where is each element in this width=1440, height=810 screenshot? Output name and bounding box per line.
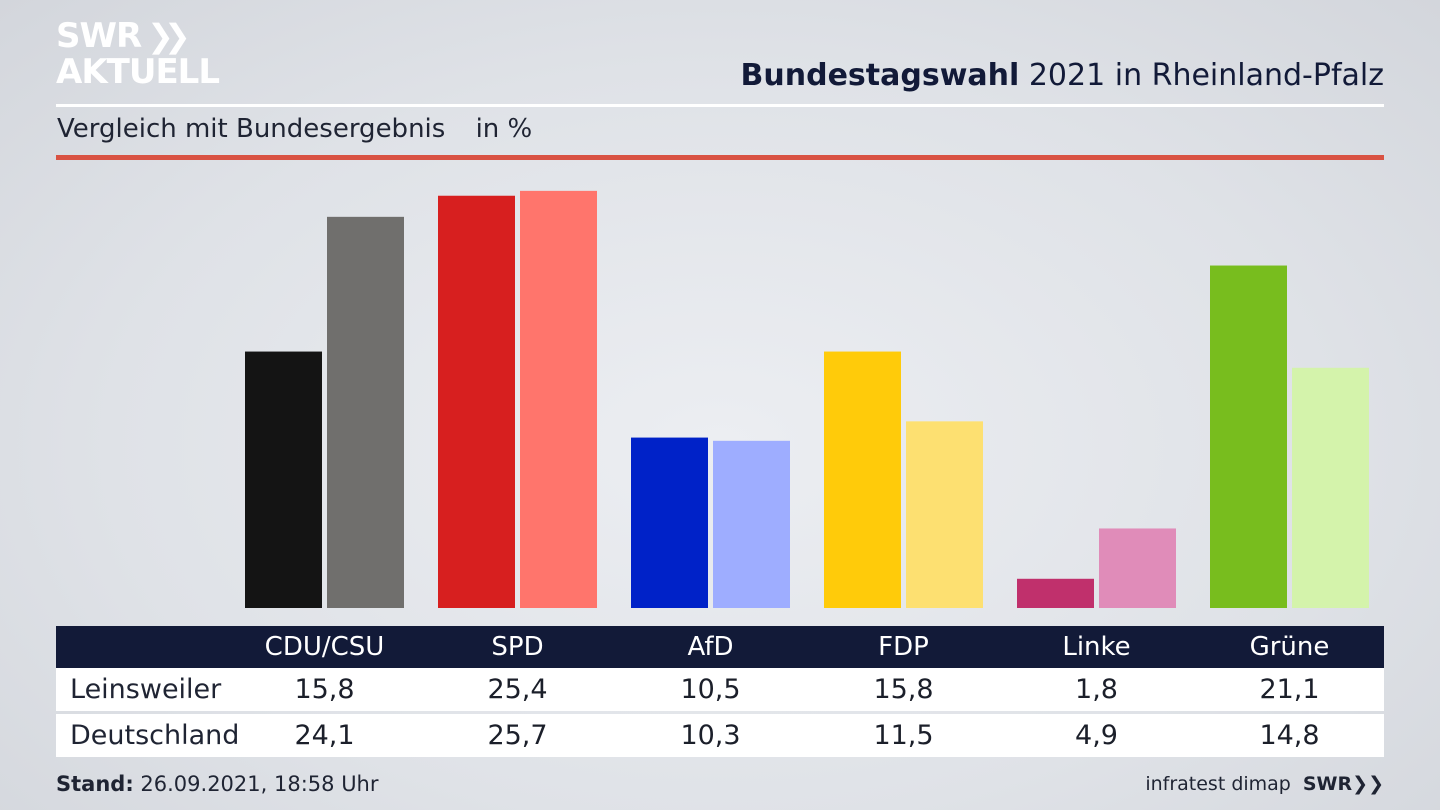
bar-afd-leinsweiler [631,437,708,608]
chart-title: Bundestagswahl 2021 in Rheinland-Pfalz [741,58,1384,93]
bar-gr-ne-leinsweiler [1210,265,1287,608]
value-label: 11,5 [873,720,934,751]
value-label: 4,9 [1075,720,1118,751]
double-chevron-icon: ❯❯ [1352,773,1384,795]
bar-cdu-csu-leinsweiler [245,351,322,608]
value-label: 10,5 [680,674,741,705]
bar-gr-ne-deutschland [1292,367,1369,608]
chart-title-bold: Bundestagswahl [740,58,1020,93]
value-label: 21,1 [1259,674,1320,705]
category-label: Grüne [1249,632,1330,662]
row-label: Deutschland [70,720,240,751]
source-credit: infratest dimap SWR❯❯ [1145,773,1384,795]
value-label: 24,1 [294,720,355,751]
aktuell-logo-text: AKTUELL [56,52,220,92]
bar-fdp-leinsweiler [824,351,901,608]
swr-logo-text: SWR [56,16,142,56]
bar-afd-deutschland [713,440,790,608]
chart-subtitle: Vergleich mit Bundesergebnis in % [57,114,532,144]
bar-cdu-csu-deutschland [327,216,404,609]
bar-spd-deutschland [520,190,597,608]
swr-aktuell-logo: SWR ❯❯ AKTUELL [56,16,220,92]
accent-divider [56,155,1384,160]
row-label: Leinsweiler [70,674,222,705]
bar-linke-deutschland [1099,528,1176,608]
bar-spd-leinsweiler [438,195,515,608]
value-label: 15,8 [294,674,355,705]
value-label: 1,8 [1075,674,1118,705]
bar-fdp-deutschland [906,421,983,608]
results-table: CDU/CSU SPD AfD FDP Linke Grüne Leinsweiler 1… [56,626,1384,757]
title-divider [56,104,1384,107]
party-header-row: CDU/CSU SPD AfD FDP Linke Grüne [56,626,1384,668]
chart-title-rest: 2021 in Rheinland-Pfalz [1028,58,1384,93]
category-label: CDU/CSU [264,632,385,662]
swr-footer-logo: SWR❯❯ [1302,773,1384,795]
category-label: SPD [491,632,544,662]
table-row-leinsweiler: Leinsweiler 15,8 25,4 10,5 15,8 1,8 21,1 [56,668,1384,711]
category-label: AfD [687,632,734,662]
value-label: 25,4 [487,674,548,705]
table-row-deutschland: Deutschland 24,1 25,7 10,3 11,5 4,9 14,8 [56,714,1384,757]
value-label: 25,7 [487,720,548,751]
value-label: 14,8 [1259,720,1320,751]
value-label: 10,3 [680,720,741,751]
category-label: FDP [878,632,929,662]
stand-value: 26.09.2021, 18:58 Uhr [140,772,379,796]
category-label: Linke [1062,632,1131,662]
subtitle-text: Vergleich mit Bundesergebnis [57,114,446,144]
value-label: 15,8 [873,674,934,705]
unit-label: in % [475,114,533,144]
stand-label: Stand: [56,772,134,796]
source-label: infratest dimap [1145,773,1291,795]
timestamp: Stand: 26.09.2021, 18:58 Uhr [56,772,379,796]
bar-linke-leinsweiler [1017,578,1094,608]
